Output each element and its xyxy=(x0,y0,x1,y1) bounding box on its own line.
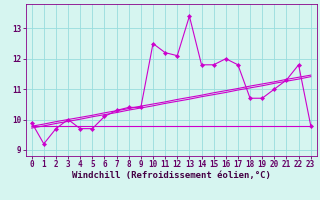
X-axis label: Windchill (Refroidissement éolien,°C): Windchill (Refroidissement éolien,°C) xyxy=(72,171,271,180)
